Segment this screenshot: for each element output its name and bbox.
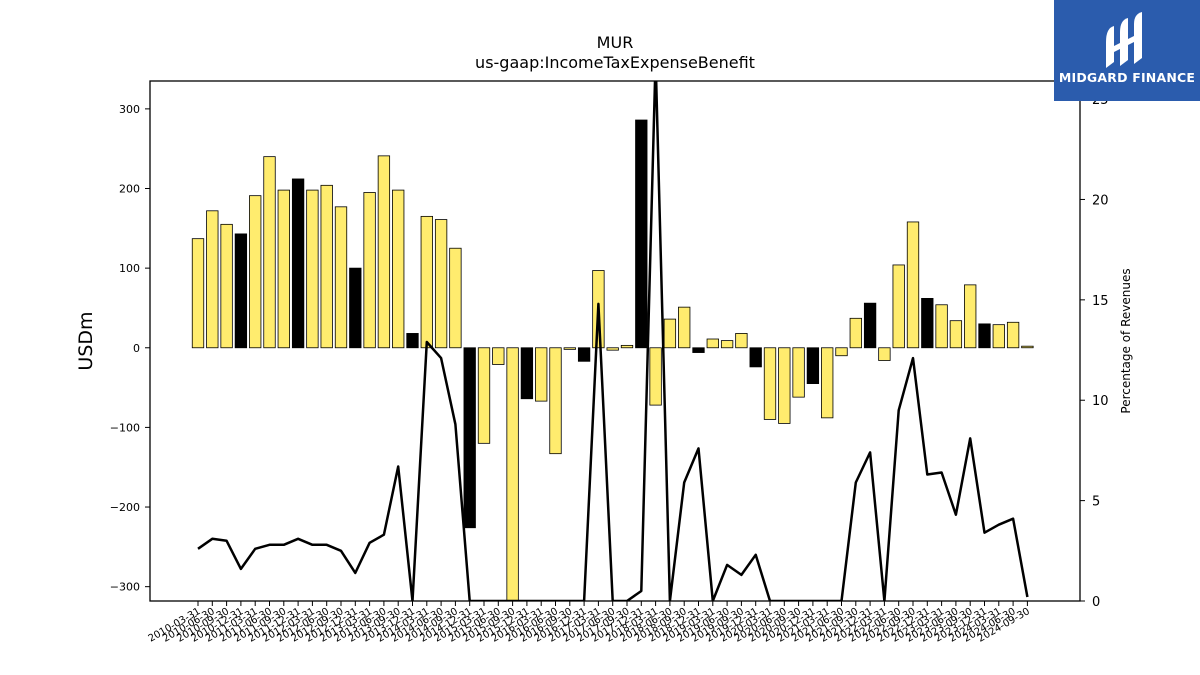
bar-2016-09-30 [563, 347, 576, 350]
plot-frame [149, 80, 1081, 602]
bar-2012-06-30 [320, 184, 333, 349]
bar-2021-06-30 [835, 347, 848, 357]
bar-2011-12-31 [291, 178, 305, 349]
y-tick-label: −200 [110, 501, 140, 514]
bar-2018-09-30 [678, 306, 691, 349]
bar-2014-09-30 [449, 247, 462, 349]
bar-2020-06-30 [778, 347, 791, 424]
bar-2018-12-31 [692, 347, 705, 353]
bar-2015-12-31 [520, 347, 534, 400]
bar-2017-09-30 [620, 344, 634, 349]
bar-2020-09-30 [792, 347, 805, 398]
bar-2019-12-31 [749, 347, 762, 368]
bar-2010-09-30 [220, 223, 233, 349]
bar-2016-12-31 [577, 347, 591, 362]
bar-2015-09-30 [506, 347, 519, 601]
bar-2023-06-30 [949, 320, 963, 349]
bar-2021-12-31 [863, 302, 877, 349]
bar-2021-03-31 [821, 347, 834, 419]
bar-2020-03-31 [763, 347, 777, 420]
axes: −300−200−100010020030005101520252010-03-… [110, 80, 1109, 645]
y-tick-label: 0 [133, 342, 140, 355]
y-tick-label: −100 [110, 421, 140, 434]
bar-2010-06-30 [206, 210, 219, 349]
brand-name: MIDGARD FINANCE [1058, 70, 1196, 85]
bar-2015-06-30 [492, 347, 505, 365]
y2-tick-label: 15 [1092, 294, 1109, 309]
y2-tick-label: 10 [1092, 394, 1109, 409]
bar-2012-03-31 [306, 189, 319, 349]
y-axis-label: USDm [75, 311, 97, 370]
bar-2014-06-30 [434, 219, 448, 349]
bar-2021-09-30 [849, 317, 862, 349]
chart-title: MUR [597, 33, 634, 52]
bar-2022-12-31 [921, 297, 934, 349]
bar-2019-06-30 [720, 340, 734, 349]
bar-2022-09-30 [906, 221, 920, 349]
y-tick-label: 100 [119, 262, 140, 275]
bar-2018-03-31 [649, 347, 662, 406]
y2-tick-label: 5 [1092, 495, 1100, 510]
y-tick-label: 300 [119, 103, 140, 116]
chart-subtitle: us-gaap:IncomeTaxExpenseBenefit [475, 53, 755, 72]
y2-axis-label: Percentage of Revenues [1119, 268, 1133, 413]
bar-2019-09-30 [735, 333, 748, 349]
bar-2012-12-31 [349, 267, 362, 349]
percentage-line [197, 81, 1029, 601]
bar-2024-09-30 [1021, 345, 1034, 349]
bar-2022-03-31 [878, 347, 891, 361]
bar-2010-12-31 [234, 233, 248, 349]
y-tick-label: −300 [110, 581, 140, 594]
bar-2013-09-30 [392, 189, 405, 349]
bar-2024-03-31 [992, 324, 1005, 349]
bar-2013-06-30 [377, 155, 391, 349]
bar-2010-03-31 [191, 238, 205, 349]
line-series [197, 81, 1029, 601]
bar-2011-03-31 [249, 195, 262, 349]
bar-2011-06-30 [263, 156, 276, 349]
bar-2014-12-31 [463, 347, 476, 529]
y2-tick-label: 0 [1092, 595, 1100, 610]
bar-2013-12-31 [406, 333, 419, 349]
bar-2017-12-31 [635, 119, 648, 349]
brand-logo: MIDGARD FINANCE [1054, 0, 1200, 101]
bar-2013-03-31 [363, 192, 376, 349]
bar-2011-09-30 [277, 189, 290, 349]
bar-2024-06-30 [1006, 321, 1020, 349]
bar-series [191, 119, 1034, 601]
bar-2023-12-31 [978, 323, 991, 349]
bar-2022-06-30 [892, 264, 905, 349]
bar-2015-03-31 [477, 347, 491, 444]
y2-tick-label: 20 [1092, 193, 1109, 208]
bar-2017-06-30 [606, 347, 619, 351]
bar-2023-03-31 [935, 304, 948, 349]
midgard-logo-icon [1106, 12, 1142, 68]
bar-2018-06-30 [663, 318, 677, 349]
bar-2016-03-31 [535, 347, 548, 402]
bar-2020-12-31 [806, 347, 820, 385]
bar-2014-03-31 [420, 215, 433, 349]
bar-2023-09-30 [964, 284, 977, 349]
bar-2012-09-30 [334, 206, 348, 349]
bar-2019-03-31 [706, 338, 719, 349]
y-tick-label: 200 [119, 183, 140, 196]
bar-2016-06-30 [549, 347, 562, 455]
